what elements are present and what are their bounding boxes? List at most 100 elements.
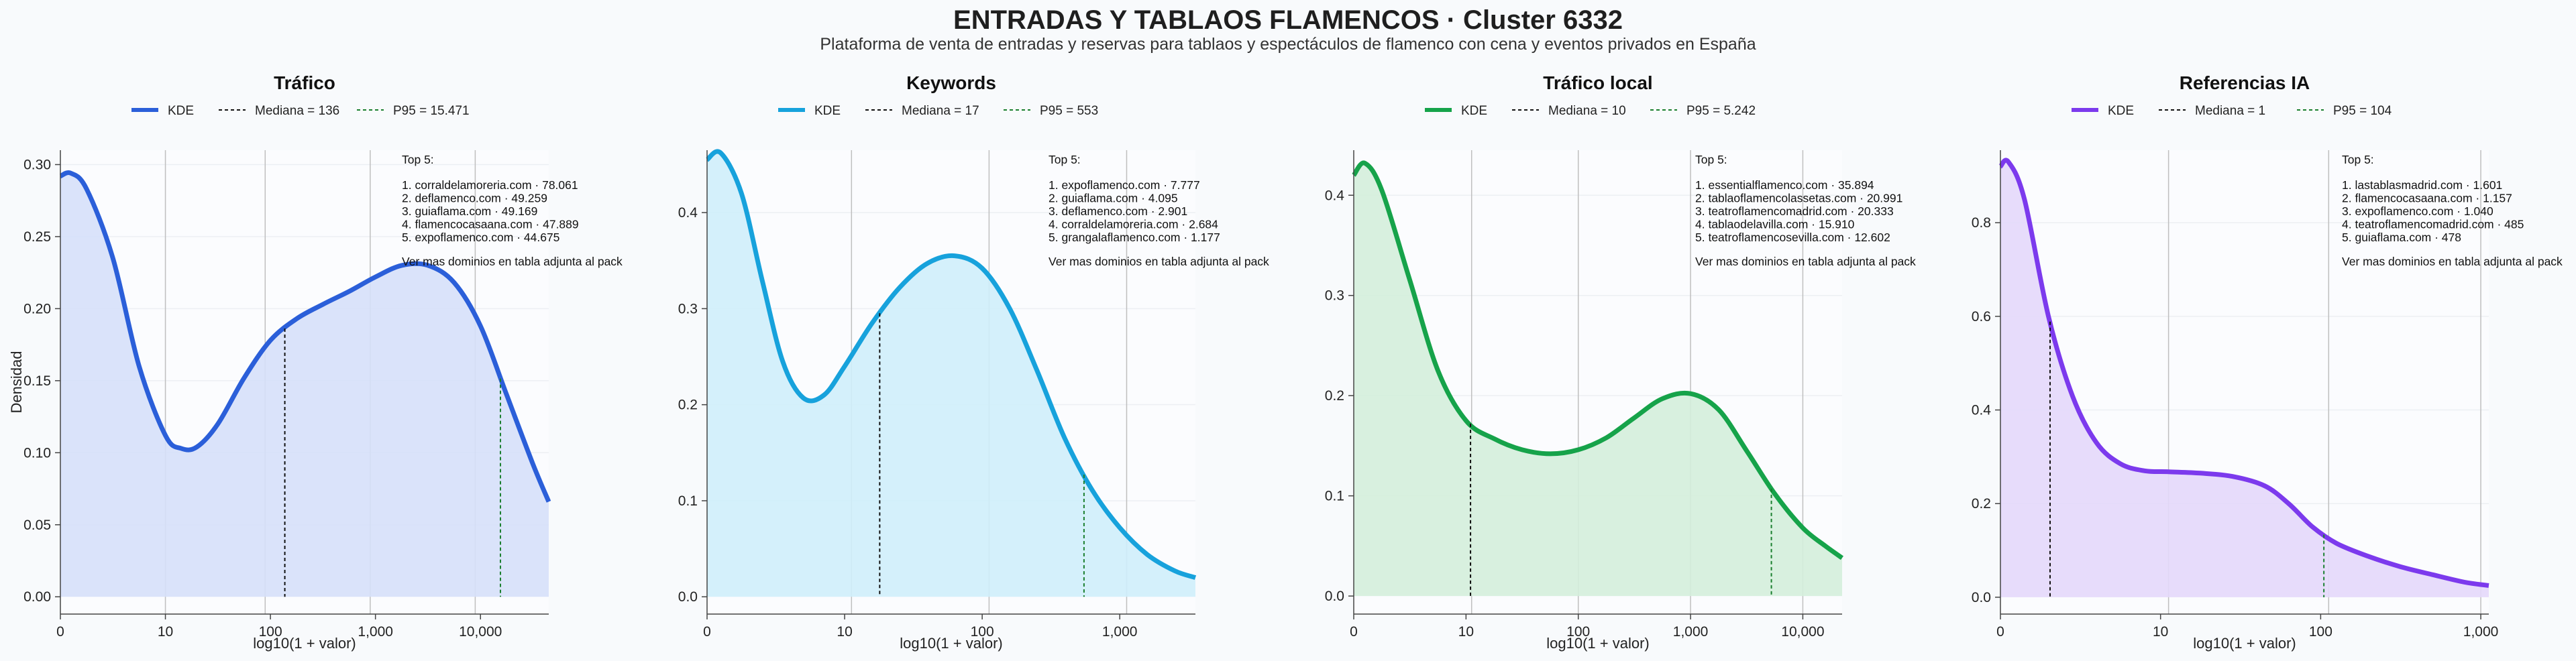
top5-annotation: Top 5: 1. essentialflamenco.com · 35.8942…	[1695, 153, 1916, 268]
top5-item: 4. teatroflamencomadrid.com · 485	[2342, 218, 2524, 231]
top5-annotation: Top 5: 1. corraldelamoreria.com · 78.0612…	[402, 153, 623, 268]
x-tick-label: 0	[1350, 624, 1358, 640]
x-axis-label: log10(1 + valor)	[253, 635, 356, 652]
x-tick-label: 100	[2309, 624, 2332, 640]
legend-p95-label: P95 = 5.242	[1686, 104, 1756, 118]
chart-panel-1: Tráfico KDE Mediana = 136 P95 = 15.471 0.00 0…	[8, 72, 623, 652]
legend-kde-label: KDE	[1461, 104, 1487, 118]
chart-legend: KDE Mediana = 10 P95 = 5.242	[1425, 104, 1756, 118]
x-axis-label: log10(1 + valor)	[900, 635, 1002, 652]
legend-median-label: Mediana = 1	[2195, 104, 2265, 118]
chart-legend: KDE Mediana = 17 P95 = 553	[778, 104, 1098, 118]
x-axis-label: log10(1 + valor)	[2193, 635, 2296, 652]
chart-panel-4: Referencias IA KDE Mediana = 1 P95 = 104 0.0…	[1972, 72, 2563, 652]
top5-item: 1. lastablasmadrid.com · 1.601	[2342, 178, 2502, 192]
legend-p95-label: P95 = 15.471	[393, 104, 470, 118]
y-tick-label: 0.0	[678, 589, 698, 605]
page-subtitle: Plataforma de venta de entradas y reserv…	[820, 35, 1756, 54]
y-tick-label: 0.30	[23, 157, 51, 172]
x-tick-label: 10	[158, 624, 173, 640]
top5-item: 4. tablaodelavilla.com · 15.910	[1695, 218, 1855, 231]
x-tick-label: 0	[703, 624, 711, 640]
x-tick-label: 100	[971, 624, 994, 640]
chart-panel-3: Tráfico local KDE Mediana = 10 P95 = 5.242 0…	[1325, 72, 1916, 652]
y-tick-label: 0.4	[1972, 403, 1992, 418]
y-tick-label: 0.25	[23, 229, 51, 245]
x-tick-label: 1,000	[358, 624, 393, 640]
kde-area	[60, 172, 549, 597]
legend-kde-label: KDE	[2108, 104, 2134, 118]
y-tick-label: 0.6	[1972, 309, 1991, 324]
y-tick-label: 0.2	[1972, 496, 1991, 512]
y-tick-label: 0.4	[1325, 188, 1345, 203]
x-tick-label: 1,000	[1102, 624, 1138, 640]
chart-title: Tráfico local	[1543, 72, 1652, 93]
x-tick-label: 0	[56, 624, 64, 640]
top5-item: 3. teatroflamencomadrid.com · 20.333	[1695, 204, 1894, 218]
top5-footer: Ver mas dominios en tabla adjunta al pac…	[1695, 255, 1916, 268]
x-tick-label: 10	[837, 624, 852, 640]
chart-title: Referencias IA	[2180, 72, 2310, 93]
top5-item: 5. grangalaflamenco.com · 1.177	[1049, 231, 1220, 244]
y-tick-label: 0.0	[1972, 590, 1991, 605]
y-tick-label: 0.10	[23, 445, 51, 461]
legend-median-label: Mediana = 136	[255, 104, 339, 118]
top5-footer: Ver mas dominios en tabla adjunta al pac…	[2342, 255, 2563, 268]
top5-heading: Top 5:	[1695, 153, 1727, 166]
kde-line	[705, 149, 1197, 580]
chart-title: Keywords	[906, 72, 996, 93]
x-tick-label: 10	[1458, 624, 1474, 640]
chart-legend: KDE Mediana = 1 P95 = 104	[2072, 104, 2392, 118]
top5-footer: Ver mas dominios en tabla adjunta al pac…	[402, 255, 623, 268]
top5-item: 4. flamencocasaana.com · 47.889	[402, 218, 579, 231]
legend-kde-label: KDE	[168, 104, 194, 118]
legend-kde-label: KDE	[814, 104, 841, 118]
chart-panel-2: Keywords KDE Mediana = 17 P95 = 553 0.0 0.1 0.…	[678, 72, 1269, 652]
x-tick-label: 100	[259, 624, 282, 640]
top5-heading: Top 5:	[402, 153, 434, 166]
kde-area	[2000, 160, 2489, 597]
legend-p95-label: P95 = 104	[2333, 104, 2392, 118]
top5-item: 3. deflamenco.com · 2.901	[1049, 204, 1187, 218]
legend-p95-label: P95 = 553	[1040, 104, 1098, 118]
y-tick-label: 0.0	[1325, 589, 1344, 604]
top5-item: 3. expoflamenco.com · 1.040	[2342, 204, 2493, 218]
y-tick-label: 0.05	[23, 518, 51, 533]
page-title: ENTRADAS Y TABLAOS FLAMENCOS · Cluster 6…	[953, 5, 1623, 35]
top5-footer: Ver mas dominios en tabla adjunta al pac…	[1049, 255, 1269, 268]
y-tick-label: 0.20	[23, 301, 51, 316]
top5-item: 5. teatroflamencosevilla.com · 12.602	[1695, 231, 1890, 244]
x-tick-label: 1,000	[1673, 624, 1709, 640]
y-tick-label: 0.15	[23, 373, 51, 389]
y-tick-label: 0.4	[678, 205, 698, 221]
top5-item: 5. guiaflama.com · 478	[2342, 231, 2461, 244]
y-tick-label: 0.2	[1325, 388, 1344, 404]
top5-heading: Top 5:	[2342, 153, 2374, 166]
top5-item: 1. corraldelamoreria.com · 78.061	[402, 178, 578, 192]
y-tick-label: 0.3	[678, 301, 698, 316]
y-tick-label: 0.00	[23, 589, 51, 605]
top5-item: 2. tablaoflamencolassetas.com · 20.991	[1695, 192, 1902, 205]
y-tick-label: 0.2	[678, 398, 698, 413]
chart-legend: KDE Mediana = 136 P95 = 15.471	[131, 104, 470, 118]
x-tick-label: 10	[2153, 624, 2168, 640]
x-tick-label: 10,000	[459, 624, 502, 640]
kde-area	[707, 151, 1195, 597]
kde-line	[59, 170, 551, 503]
x-tick-label: 1,000	[2463, 624, 2499, 640]
kde-line	[1998, 158, 2489, 588]
x-axis-label: log10(1 + valor)	[1546, 635, 1649, 652]
top5-item: 4. corraldelamoreria.com · 2.684	[1049, 218, 1218, 231]
top5-heading: Top 5:	[1049, 153, 1081, 166]
legend-median-label: Mediana = 17	[902, 104, 979, 118]
x-tick-label: 0	[1996, 624, 2004, 640]
top5-item: 1. expoflamenco.com · 7.777	[1049, 178, 1200, 192]
x-tick-label: 10,000	[1781, 624, 1824, 640]
chart-title: Tráfico	[274, 72, 335, 93]
top5-item: 2. deflamenco.com · 49.259	[402, 192, 547, 205]
top5-item: 1. essentialflamenco.com · 35.894	[1695, 178, 1874, 192]
x-tick-label: 100	[1566, 624, 1590, 640]
